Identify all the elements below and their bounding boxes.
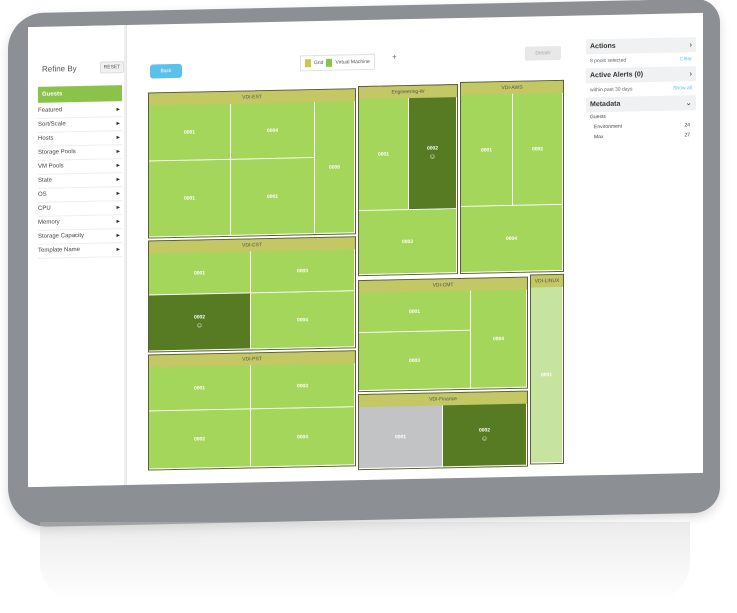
chevron-right-icon: ▸ xyxy=(116,190,120,198)
vm-cell-label: 0002 xyxy=(478,427,491,434)
vm-cell[interactable]: 0001 xyxy=(149,251,251,296)
vm-cell[interactable]: 0004 xyxy=(231,102,315,160)
details-button[interactable]: Details xyxy=(525,45,561,61)
vm-cell[interactable]: 0001 xyxy=(359,405,443,470)
vm-cell-highlighted[interactable]: 0002 ☺ xyxy=(149,293,251,352)
chevron-right-icon: ▸ xyxy=(116,148,120,156)
metadata-count: 24 xyxy=(684,122,690,129)
legend: Grid Virtual Machine xyxy=(300,53,375,72)
chevron-right-icon: ▸ xyxy=(116,204,120,212)
chevron-right-icon: ▸ xyxy=(116,106,120,114)
vm-cell[interactable]: 0001 xyxy=(359,290,471,334)
vm-cell[interactable]: 0004 xyxy=(251,407,355,468)
chevron-right-icon: ▸ xyxy=(116,134,120,142)
treemap-group[interactable]: VDI-CST 0001 0003 0002 ☺ 0004 xyxy=(148,236,356,353)
vm-cell[interactable]: 0002 xyxy=(149,409,251,470)
vm-cell[interactable]: 0001 xyxy=(231,158,315,236)
chevron-right-icon: ▸ xyxy=(116,176,120,184)
person-icon: ☺ xyxy=(428,153,437,161)
vm-cell[interactable]: 0003 xyxy=(251,249,355,294)
treemap-group[interactable]: VDI-LINUX 0001 xyxy=(530,273,564,465)
filter-item-template-name[interactable]: Template Name ▸ xyxy=(38,243,122,259)
vm-cell[interactable]: 0003 xyxy=(251,363,355,410)
filter-list: Featured ▸ Sort/Scale ▸ Hosts ▸ Storage Poo… xyxy=(38,103,122,259)
chevron-right-icon: ▸ xyxy=(116,232,120,240)
treemap-group[interactable]: VDI-CMT 0001 0004 0003 xyxy=(358,276,528,393)
chevron-down-icon: ⌄ xyxy=(685,98,692,108)
treemap-group[interactable]: Engineering-W 0001 0002 ☺ 0003 xyxy=(358,84,458,277)
metadata-count: 27 xyxy=(684,132,690,139)
vm-cell[interactable]: 0001 xyxy=(461,93,513,207)
treemap: VDI-EST 0001 0004 0006 0001 0001 Enginee… xyxy=(148,79,564,473)
vm-cell[interactable]: 0003 xyxy=(359,330,471,392)
treemap-group[interactable]: VDI-Finance 0001 0002 ☺ xyxy=(358,390,528,471)
vm-cell[interactable]: 0001 xyxy=(149,159,231,238)
chevron-right-icon: ▸ xyxy=(116,246,120,254)
chevron-right-icon: ▸ xyxy=(116,218,120,226)
legend-item-virtual-machine[interactable]: Virtual Machine xyxy=(335,58,370,66)
alerts-window: within past 30 days xyxy=(590,86,633,94)
chevron-right-icon: › xyxy=(689,69,692,79)
add-legend-button[interactable]: + xyxy=(392,52,397,62)
vm-cell[interactable]: 0006 xyxy=(315,101,355,235)
grid-legend-swatch xyxy=(305,59,311,68)
refine-panel: Refine By RESET Guests Featured ▸ Sort/Sc… xyxy=(28,24,127,488)
metadata-header[interactable]: Metadata ⌄ xyxy=(586,95,696,113)
vm-cell[interactable]: 0003 xyxy=(359,209,457,276)
vm-cell[interactable]: 0004 xyxy=(461,204,563,273)
metadata-item[interactable]: Max 27 xyxy=(594,132,690,141)
vm-cell[interactable]: 0004 xyxy=(471,289,527,389)
vm-cell-highlighted[interactable]: 0002 ☺ xyxy=(443,403,527,468)
group-label: VDI-LINUX xyxy=(531,274,563,288)
person-icon: ☺ xyxy=(480,435,489,443)
vm-cell[interactable]: 0002 xyxy=(513,92,563,206)
chevron-right-icon: › xyxy=(689,40,692,50)
chevron-right-icon: ▸ xyxy=(116,162,120,170)
tablet-reflection xyxy=(40,522,690,602)
vm-cell-highlighted[interactable]: 0002 ☺ xyxy=(409,97,457,211)
details-panel: Actions › 8 pools selected Clear Active … xyxy=(586,37,696,142)
selection-count: 8 pools selected xyxy=(590,57,627,65)
clear-link[interactable]: Clear xyxy=(680,56,692,63)
treemap-group[interactable]: VDI-AWS 0001 0002 0004 xyxy=(460,79,564,275)
vm-cell[interactable]: 0001 xyxy=(359,98,409,212)
reset-button[interactable]: RESET xyxy=(100,61,124,74)
guests-filter-header[interactable]: Guests xyxy=(38,85,122,103)
legend-item-grid[interactable]: Grid xyxy=(314,59,324,67)
person-icon: ☺ xyxy=(195,322,204,330)
filter-scrollbar[interactable] xyxy=(124,25,126,486)
refine-by-label: Refine By xyxy=(42,64,77,74)
vm-legend-swatch xyxy=(326,58,333,67)
chevron-right-icon: ▸ xyxy=(116,120,120,128)
vm-cell-label: 0002 xyxy=(193,314,206,321)
treemap-group[interactable]: VDI-EST 0001 0004 0006 0001 0001 xyxy=(148,88,356,239)
vm-cell-label: 0002 xyxy=(426,145,439,152)
vm-cell[interactable]: 0001 xyxy=(531,286,563,464)
vm-cell[interactable]: 0004 xyxy=(251,291,355,350)
vm-cell[interactable]: 0001 xyxy=(149,365,251,412)
tablet-screen: Refine By RESET Guests Featured ▸ Sort/Sc… xyxy=(28,12,703,488)
vm-cell[interactable]: 0001 xyxy=(149,103,231,162)
back-button[interactable]: Back xyxy=(150,63,182,79)
treemap-group[interactable]: VDI-PST 0001 0003 0002 0004 xyxy=(148,350,356,471)
show-all-link[interactable]: Show all xyxy=(673,85,692,92)
